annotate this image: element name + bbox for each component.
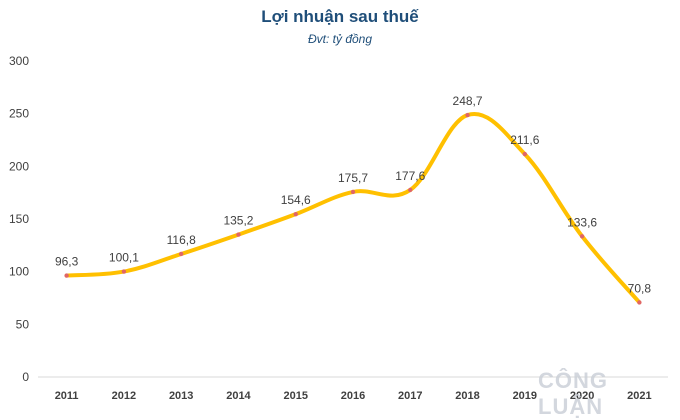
- x-tick-label: 2013: [169, 390, 193, 402]
- x-tick-label: 2021: [627, 390, 651, 402]
- x-tick-label: 2012: [112, 390, 136, 402]
- data-label: 175,7: [338, 171, 368, 185]
- data-label: 70,8: [628, 281, 652, 295]
- watermark-logo: CÔNG LUẬN: [538, 368, 608, 419]
- data-point: [579, 234, 585, 239]
- x-tick-label: 2020: [570, 390, 594, 402]
- plot-area: 0 50 100 150 200 250 300 2011 2012 2013 2014 2015 20…: [9, 54, 668, 402]
- data-point: [350, 189, 356, 195]
- data-label: 96,3: [55, 255, 79, 269]
- x-tick-label: 2011: [55, 390, 79, 402]
- x-tick-label: 2014: [226, 390, 251, 402]
- y-tick-label: 300: [9, 54, 29, 68]
- line-chart: Lợi nhuận sau thuế Đvt: tỷ đồng 0 50 100 15…: [9, 7, 668, 419]
- data-label: 154,6: [281, 193, 311, 207]
- data-label: 248,7: [453, 94, 483, 108]
- data-point: [293, 211, 298, 217]
- chart-title: Lợi nhuận sau thuế: [261, 7, 419, 26]
- x-tick-label: 2015: [283, 390, 307, 402]
- data-label: 177,6: [395, 169, 425, 183]
- series-line: [64, 111, 642, 305]
- data-point: [522, 151, 528, 157]
- data-point: [64, 273, 69, 278]
- y-tick-label: 100: [9, 265, 29, 279]
- y-tick-label: 150: [9, 212, 29, 226]
- data-label: 211,6: [510, 133, 539, 147]
- data-label: 100,1: [109, 251, 139, 265]
- data-point: [236, 232, 241, 237]
- data-point: [465, 112, 470, 118]
- data-point: [408, 187, 413, 193]
- y-tick-label: 250: [9, 107, 29, 121]
- x-tick-label: 2016: [341, 390, 365, 402]
- y-tick-label: 50: [16, 317, 30, 331]
- x-tick-label: 2018: [455, 390, 479, 402]
- chart-subtitle: Đvt: tỷ đồng: [307, 32, 373, 46]
- data-point: [178, 251, 184, 257]
- data-point: [637, 300, 642, 305]
- y-tick-label: 0: [22, 370, 29, 384]
- data-label: 135,2: [223, 214, 253, 228]
- y-tick-label: 200: [9, 159, 29, 173]
- x-tick-label: 2017: [398, 390, 422, 402]
- data-label: 116,8: [167, 233, 196, 247]
- data-point: [121, 269, 127, 274]
- x-tick-label: 2019: [513, 390, 537, 402]
- data-label: 133,6: [567, 215, 597, 229]
